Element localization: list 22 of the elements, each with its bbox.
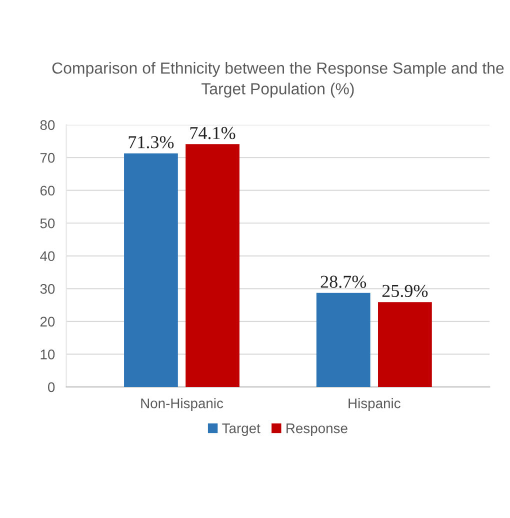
y-tick-label: 70 (40, 152, 55, 163)
bar (378, 302, 432, 387)
legend-label: Response (286, 424, 348, 436)
legend-label: Target (222, 424, 260, 436)
y-tick-label: 60 (40, 186, 55, 196)
y-tick-label: 0 (48, 382, 55, 392)
y-tick-label: 40 (40, 251, 55, 262)
y-tick-label: 10 (40, 350, 55, 360)
bar (186, 144, 240, 387)
data-label: 74.1% (190, 126, 236, 140)
x-tick-label: Hispanic (348, 398, 400, 412)
y-tick-label: 50 (40, 218, 55, 228)
data-label: 25.9% (382, 284, 428, 298)
bar (124, 153, 178, 387)
data-label: 71.3% (128, 136, 174, 148)
chart-title: Comparison of Ethnicity between the Response Sample and the Target Population (%) (52, 62, 504, 98)
data-label: 28.7% (320, 276, 366, 288)
x-tick-label: Non-Hispanic (141, 398, 224, 412)
y-tick-label: 80 (40, 120, 55, 130)
y-tick-label: 30 (40, 284, 55, 294)
bar (316, 292, 370, 387)
y-tick-label: 20 (40, 316, 55, 327)
